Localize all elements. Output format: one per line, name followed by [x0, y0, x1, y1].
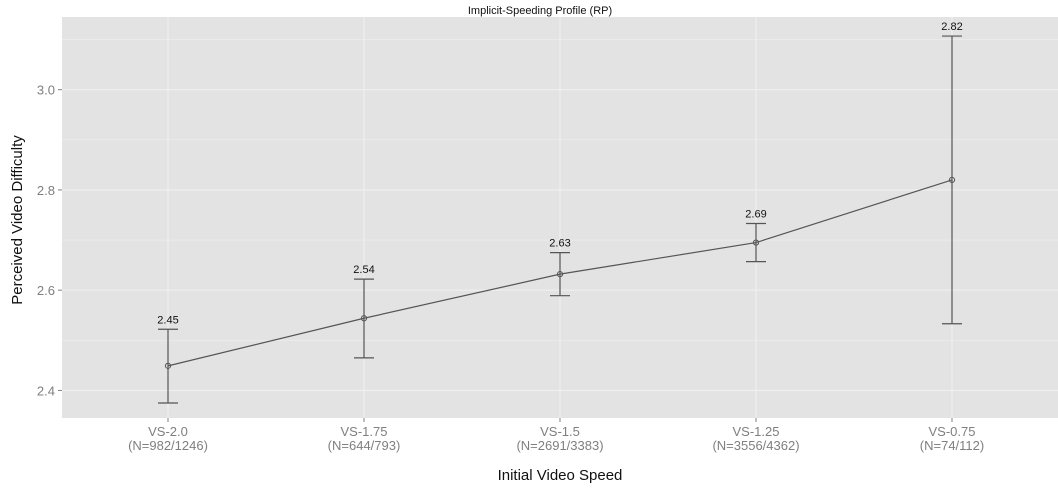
y-tick-label: 2.6: [37, 283, 55, 298]
x-axis-title: Initial Video Speed: [498, 467, 623, 484]
data-label: 2.69: [745, 209, 766, 221]
data-label: 2.82: [941, 21, 962, 33]
y-axis: 2.4 2.6 2.8 3.0: [37, 83, 62, 398]
x-tick-label: VS-1.75 (N=644/793): [328, 424, 401, 453]
y-tick-label: 3.0: [37, 83, 55, 98]
x-tick-label: VS-0.75 (N=74/112): [920, 424, 984, 453]
data-label: 2.63: [549, 238, 570, 250]
x-tick-label: VS-1.5 (N=2691/3383): [516, 424, 603, 453]
y-tick-label: 2.8: [37, 183, 55, 198]
x-axis: VS-2.0 (N=982/1246) VS-1.75 (N=644/793) VS-1…: [128, 418, 984, 453]
data-point: [556, 271, 564, 278]
series-line: [167, 179, 953, 367]
x-tick-label: VS-1.25 (N=3556/4362): [712, 424, 799, 453]
chart-title: Implicit-Speeding Profile (RP): [468, 5, 612, 17]
data-point: [164, 362, 172, 369]
data-point: [948, 176, 956, 184]
series-layer: 2.45 2.54 2.63 2.69 2.82: [157, 21, 963, 404]
x-tick-label: VS-2.0 (N=982/1246): [128, 424, 208, 453]
y-tick-label: 2.4: [37, 383, 55, 398]
data-point: [360, 315, 368, 322]
data-point: [752, 239, 760, 246]
y-axis-title: Perceived Video Difficulty: [9, 135, 26, 305]
data-label: 2.54: [353, 264, 374, 276]
data-label: 2.45: [157, 314, 178, 326]
